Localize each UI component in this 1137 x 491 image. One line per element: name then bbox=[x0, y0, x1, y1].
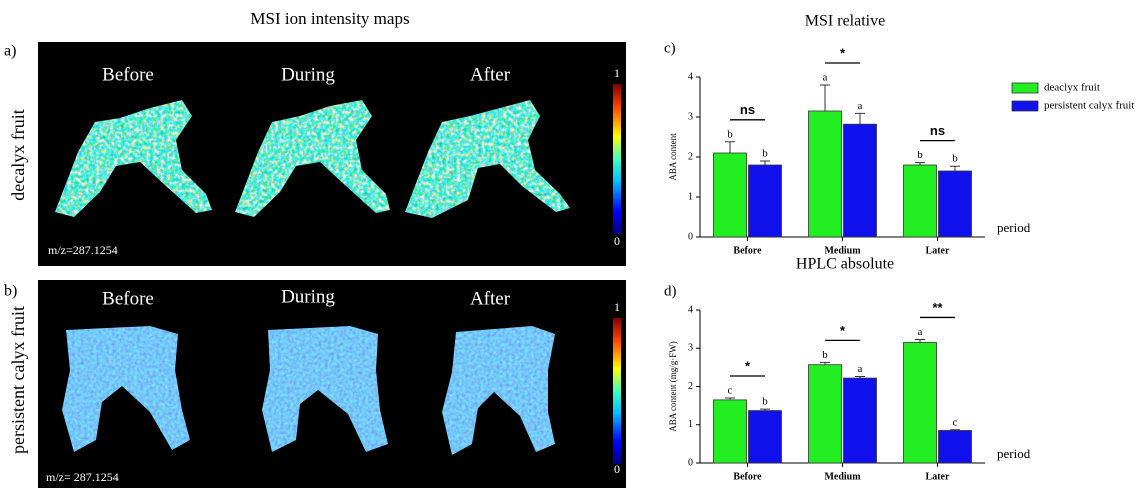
letter-label: c bbox=[953, 416, 958, 428]
significance-label: * bbox=[840, 323, 846, 338]
y-tick-label: 2 bbox=[688, 381, 693, 392]
error-bar bbox=[915, 162, 925, 165]
legend-swatch bbox=[1011, 82, 1039, 94]
y-tick-label: 1 bbox=[688, 419, 693, 430]
row-label: decalyx fruit bbox=[8, 109, 28, 200]
bar bbox=[843, 377, 877, 464]
significance-label: * bbox=[745, 358, 751, 373]
row-label: persistent calyx fruit bbox=[8, 306, 28, 454]
x-tick-label: Later bbox=[926, 245, 950, 256]
bar bbox=[903, 164, 937, 238]
y-axis-label: ABA content bbox=[668, 133, 678, 181]
letter-label: b bbox=[727, 128, 733, 140]
x-axis-label: period bbox=[997, 446, 1031, 461]
letter-label: b bbox=[762, 148, 768, 160]
panel-label: a) bbox=[4, 43, 16, 60]
column-label: After bbox=[470, 288, 511, 309]
column-label: After bbox=[470, 64, 511, 85]
legend-label: persistent calyx fruit bbox=[1044, 100, 1134, 112]
error-bar bbox=[725, 397, 735, 400]
bar bbox=[713, 152, 747, 238]
chart-title: MSI relative bbox=[805, 13, 885, 30]
letter-label: a bbox=[858, 100, 863, 112]
letter-label: a bbox=[918, 326, 923, 338]
significance-label: ns bbox=[740, 102, 755, 117]
bar bbox=[713, 399, 747, 464]
bar bbox=[748, 410, 782, 464]
bar bbox=[843, 123, 877, 238]
column-label: Before bbox=[102, 288, 154, 309]
x-tick-label: Medium bbox=[824, 471, 861, 482]
colorbar bbox=[613, 84, 621, 234]
error-bar bbox=[760, 160, 770, 165]
y-tick-label: 4 bbox=[688, 304, 693, 315]
legend-swatch bbox=[1011, 100, 1039, 112]
error-bar bbox=[855, 112, 865, 125]
mz-label: m/z=287.1254 bbox=[48, 243, 118, 257]
colorbar-min: 0 bbox=[614, 462, 620, 476]
letter-label: b bbox=[952, 153, 958, 165]
significance-label: * bbox=[840, 45, 846, 60]
letter-label: a bbox=[858, 363, 863, 375]
x-tick-label: Later bbox=[926, 471, 950, 482]
error-bar bbox=[915, 338, 925, 343]
colorbar-min: 0 bbox=[614, 234, 620, 248]
ion-map bbox=[55, 100, 570, 218]
legend-label: deaclyx fruit bbox=[1044, 82, 1100, 94]
letter-label: c bbox=[728, 385, 733, 397]
x-tick-label: Before bbox=[733, 471, 762, 482]
y-tick-label: 0 bbox=[688, 231, 693, 242]
significance-label: ns bbox=[930, 123, 945, 138]
y-tick-label: 2 bbox=[688, 151, 693, 162]
y-tick-label: 1 bbox=[688, 191, 693, 202]
bar bbox=[938, 430, 972, 464]
figure-title: MSI ion intensity maps bbox=[250, 9, 409, 28]
error-bar bbox=[725, 141, 735, 153]
error-bar bbox=[855, 376, 865, 379]
bar bbox=[808, 364, 842, 464]
panel-label: d) bbox=[664, 283, 677, 299]
bar bbox=[808, 110, 842, 238]
letter-label: b bbox=[917, 149, 923, 161]
panel-label: c) bbox=[664, 40, 676, 56]
x-axis-label: period bbox=[997, 220, 1031, 235]
y-axis-label: ABA content (mg/g·FW) bbox=[668, 341, 678, 432]
y-tick-label: 3 bbox=[688, 343, 693, 354]
letter-label: b bbox=[822, 349, 828, 361]
ion-map bbox=[62, 326, 555, 455]
chart-title: HPLC absolute bbox=[796, 256, 894, 273]
panel-label: b) bbox=[4, 283, 17, 300]
significance-label: ** bbox=[932, 300, 943, 315]
bar bbox=[903, 342, 937, 464]
x-tick-label: Before bbox=[733, 245, 762, 256]
error-bar bbox=[760, 408, 770, 411]
mz-label: m/z= 287.1254 bbox=[46, 470, 119, 484]
x-tick-label: Medium bbox=[824, 245, 861, 256]
column-label: During bbox=[281, 64, 335, 85]
y-tick-label: 4 bbox=[688, 71, 693, 82]
letter-label: a bbox=[823, 72, 828, 84]
error-bar bbox=[950, 165, 960, 171]
letter-label: b bbox=[762, 396, 768, 408]
column-label: During bbox=[281, 286, 335, 307]
colorbar bbox=[613, 318, 621, 464]
colorbar-max: 1 bbox=[614, 66, 620, 80]
colorbar-max: 1 bbox=[614, 300, 620, 314]
bar bbox=[748, 164, 782, 238]
column-label: Before bbox=[102, 64, 154, 85]
error-bar bbox=[950, 429, 960, 431]
bar bbox=[938, 170, 972, 238]
error-bar bbox=[820, 361, 830, 365]
error-bar bbox=[820, 84, 830, 111]
y-tick-label: 0 bbox=[688, 457, 693, 468]
y-tick-label: 3 bbox=[688, 111, 693, 122]
